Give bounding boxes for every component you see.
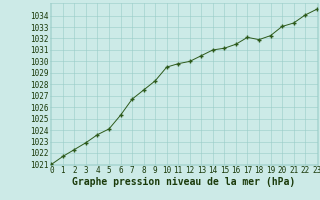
X-axis label: Graphe pression niveau de la mer (hPa): Graphe pression niveau de la mer (hPa) [72,177,296,187]
